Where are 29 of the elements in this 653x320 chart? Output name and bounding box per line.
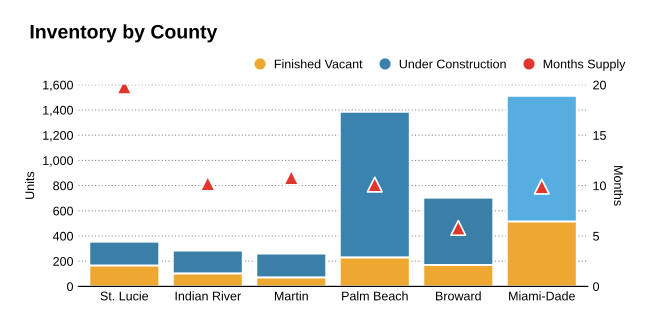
- legend-label: Under Construction: [400, 59, 506, 68]
- x-tick-label: Indian River: [176, 291, 241, 300]
- y-tick-label: 1,000: [43, 156, 74, 167]
- y-tick-label: 1,400: [43, 106, 74, 116]
- point: [450, 220, 466, 236]
- x-tick-label: Martin: [274, 291, 308, 300]
- point: [366, 176, 383, 193]
- y-tick-label: 1,200: [43, 131, 74, 142]
- legend-label: Finished Vacant: [274, 59, 362, 68]
- y2-tick-label: 10: [594, 181, 606, 190]
- y-tick-label: 200: [53, 257, 74, 266]
- x-tick-label: St. Lucie: [100, 291, 148, 300]
- y2-tick-label: 5: [593, 232, 599, 241]
- y-tick-label: 1,600: [43, 80, 74, 91]
- y-tick-label: 600: [53, 206, 74, 216]
- x-tick-label: Miami-Dade: [509, 291, 575, 300]
- y2-axis-title: Months: [614, 166, 624, 206]
- y-tick-label: 400: [52, 232, 74, 241]
- chart-title: Inventory by County: [30, 24, 218, 42]
- legend-label: Months Supply: [544, 59, 626, 71]
- y2-tick-label: 15: [594, 131, 606, 140]
- x-tick-label: Broward: [436, 291, 481, 300]
- y-axis-title: Units: [25, 172, 34, 199]
- y-tick-label: 800: [53, 181, 74, 190]
- point: [534, 178, 550, 195]
- y2-tick-label: 20: [593, 80, 606, 90]
- y-tick-label: 0: [67, 282, 74, 292]
- y2-tick-label: 0: [593, 282, 600, 292]
- x-tick-label: Palm Beach: [342, 291, 408, 300]
